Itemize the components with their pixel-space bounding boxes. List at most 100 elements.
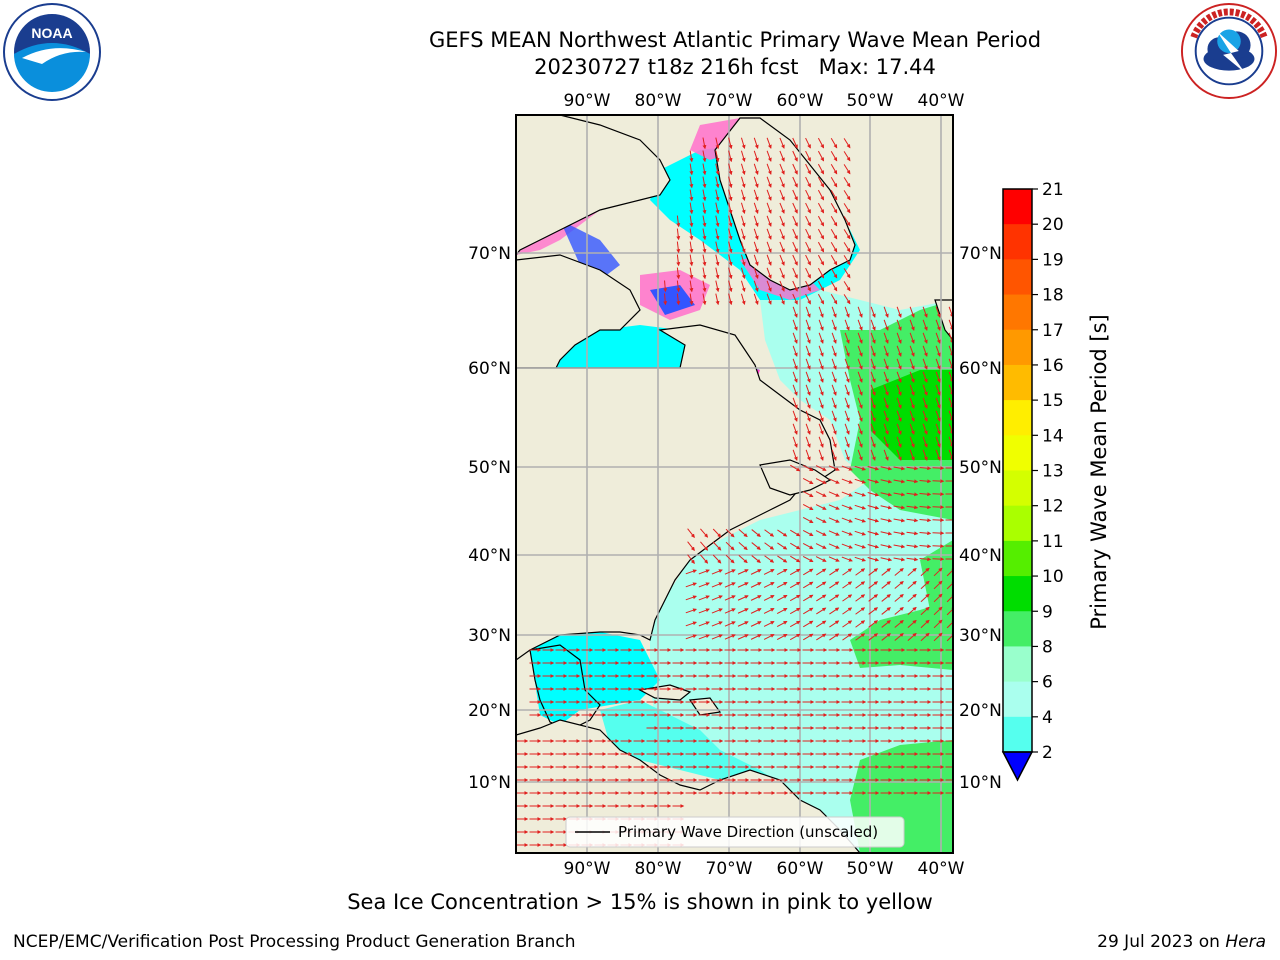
wave-arrow (857, 449, 863, 461)
wave-arrow (922, 306, 928, 318)
wave-arrow (817, 280, 825, 292)
wave-arrow (844, 384, 850, 396)
wave-arrow (817, 202, 825, 214)
wave-arrow (790, 542, 801, 550)
wave-arrow (920, 593, 930, 603)
wave-arrow (857, 397, 863, 409)
wave-arrow (779, 176, 785, 188)
wave-arrow (906, 492, 919, 497)
wave-arrow (766, 228, 772, 240)
wave-arrow (868, 594, 879, 602)
wave-arrow (883, 410, 889, 422)
wave-arrow (818, 436, 824, 448)
wave-arrow (777, 555, 788, 563)
wave-arrow (881, 594, 891, 602)
wave-arrow (738, 528, 748, 538)
wave-arrow (815, 543, 827, 549)
wave-arrow (753, 202, 759, 214)
wave-arrow (715, 189, 720, 202)
wave-arrow (919, 531, 932, 536)
wave-arrow (818, 332, 824, 344)
wave-arrow (906, 544, 919, 549)
wave-arrow (831, 384, 837, 396)
wave-arrow (919, 505, 932, 510)
wave-arrow (896, 410, 902, 422)
wave-arrow (896, 384, 902, 396)
wave-arrow (792, 267, 798, 279)
wave-arrow (750, 634, 762, 640)
lat-label: 30°N (959, 626, 1002, 646)
wave-arrow (815, 556, 827, 562)
wave-arrow (702, 163, 707, 176)
wave-arrow (893, 544, 906, 549)
wave-arrow (831, 423, 837, 435)
wave-arrow (909, 358, 915, 370)
wave-arrow (764, 542, 775, 550)
wave-arrow (766, 215, 772, 227)
wave-arrow (728, 176, 733, 189)
wave-arrow (805, 319, 811, 331)
wave-arrow (922, 371, 928, 383)
colorbar-tick-label: 14 (1042, 426, 1064, 446)
wave-arrow (828, 491, 840, 497)
colorbar-tick-label: 2 (1042, 743, 1053, 763)
wave-arrow (854, 517, 866, 523)
wave-arrow (842, 594, 853, 602)
wave-arrow (816, 607, 827, 615)
wave-arrow (818, 449, 824, 461)
wave-arrow (792, 176, 798, 188)
wave-arrow (906, 505, 919, 510)
wave-arrow (724, 595, 736, 601)
wave-arrow (857, 410, 863, 422)
wave-arrow (817, 293, 825, 305)
wave-arrow (855, 568, 866, 576)
wave-arrow (935, 319, 941, 331)
wave-arrow (753, 176, 759, 188)
wave-arrow (702, 215, 707, 228)
wave-arrow (737, 608, 749, 614)
wave-arrow (792, 332, 798, 344)
colorbar-tick-label: 12 (1042, 497, 1064, 517)
legend-label: Primary Wave Direction (unscaled) (618, 823, 878, 841)
colorbar-segment (1003, 681, 1032, 718)
wave-arrow (842, 607, 853, 615)
wave-arrow (906, 518, 919, 523)
wave-arrow (843, 203, 851, 214)
wave-arrow (805, 332, 811, 344)
wave-direction-arrows (516, 137, 953, 847)
wave-arrow (766, 189, 772, 201)
wave-arrow (896, 371, 902, 383)
noaa-logo-text: NOAA (31, 25, 72, 41)
wave-arrow (933, 580, 943, 590)
wave-arrow (805, 215, 811, 227)
wave-arrow (844, 332, 850, 344)
wave-arrow (715, 293, 720, 306)
wave-arrow (909, 410, 915, 422)
wave-arrow (868, 581, 879, 589)
wave-arrow (676, 254, 681, 267)
wave-arrow (792, 449, 798, 461)
wave-arrow (802, 477, 814, 485)
wave-arrow (685, 608, 697, 614)
wave-arrow (700, 541, 709, 551)
lon-label: 90°W (564, 91, 611, 111)
wave-arrow (935, 306, 941, 318)
wave-arrow (676, 228, 681, 241)
wave-arrow (841, 478, 853, 484)
wave-arrow (750, 569, 762, 575)
wave-arrow (933, 606, 943, 616)
wave-arrow (689, 189, 694, 202)
wave-arrow (828, 556, 840, 562)
wave-arrow (935, 423, 941, 435)
wave-arrow (763, 569, 775, 575)
wave-arrow (711, 634, 723, 640)
date-stamp: 29 Jul 2023 on Hera (1097, 932, 1266, 952)
wave-arrow (779, 241, 785, 253)
wave-arrow (803, 568, 814, 576)
wave-arrow (841, 517, 853, 523)
wave-arrow (867, 544, 880, 549)
wave-arrow (831, 319, 837, 331)
wave-arrow (909, 371, 915, 383)
wave-arrow (816, 568, 827, 576)
wave-arrow (857, 371, 863, 383)
